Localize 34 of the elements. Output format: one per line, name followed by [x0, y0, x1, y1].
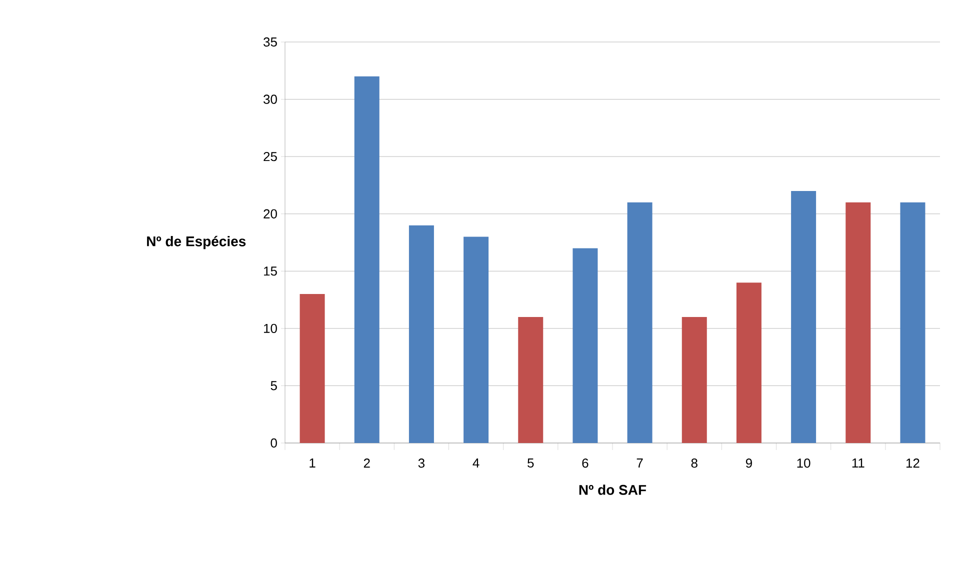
x-tick-label: 5 — [528, 458, 534, 468]
x-tick-label: 1 — [310, 458, 316, 468]
x-axis-title: Nº do SAF — [579, 484, 646, 495]
bar — [791, 190, 816, 443]
y-tick-label: 35 — [264, 37, 277, 47]
y-tick-label: 20 — [264, 209, 277, 218]
bar — [408, 225, 434, 443]
x-tick-label: 2 — [364, 458, 370, 468]
bar — [846, 202, 871, 443]
y-tick-label: 5 — [270, 381, 277, 390]
bar — [736, 282, 762, 443]
bar — [900, 202, 926, 443]
y-tick-label: 15 — [264, 266, 277, 276]
x-tick-label: 7 — [636, 458, 643, 468]
y-tick-label: 10 — [264, 324, 277, 334]
y-tick-label: 30 — [264, 94, 277, 104]
y-tick-label: 0 — [270, 438, 277, 448]
x-tick-label: 3 — [418, 458, 425, 468]
bar — [464, 236, 489, 443]
x-tick-label: 8 — [691, 458, 698, 468]
x-tick-label: 4 — [472, 458, 480, 468]
x-tick-label: 12 — [906, 458, 920, 468]
bar — [627, 202, 652, 443]
bar — [518, 316, 544, 443]
y-axis-title: Nº de Espécies — [147, 236, 246, 250]
y-tick-label: 25 — [264, 152, 277, 162]
bar — [572, 248, 598, 443]
x-tick-label: 9 — [746, 458, 752, 468]
x-tick-label: 6 — [582, 458, 588, 468]
bar — [682, 316, 707, 443]
bar — [300, 294, 325, 443]
x-tick-label: 10 — [797, 458, 810, 468]
bar — [354, 76, 380, 443]
x-tick-label: 11 — [852, 458, 864, 468]
